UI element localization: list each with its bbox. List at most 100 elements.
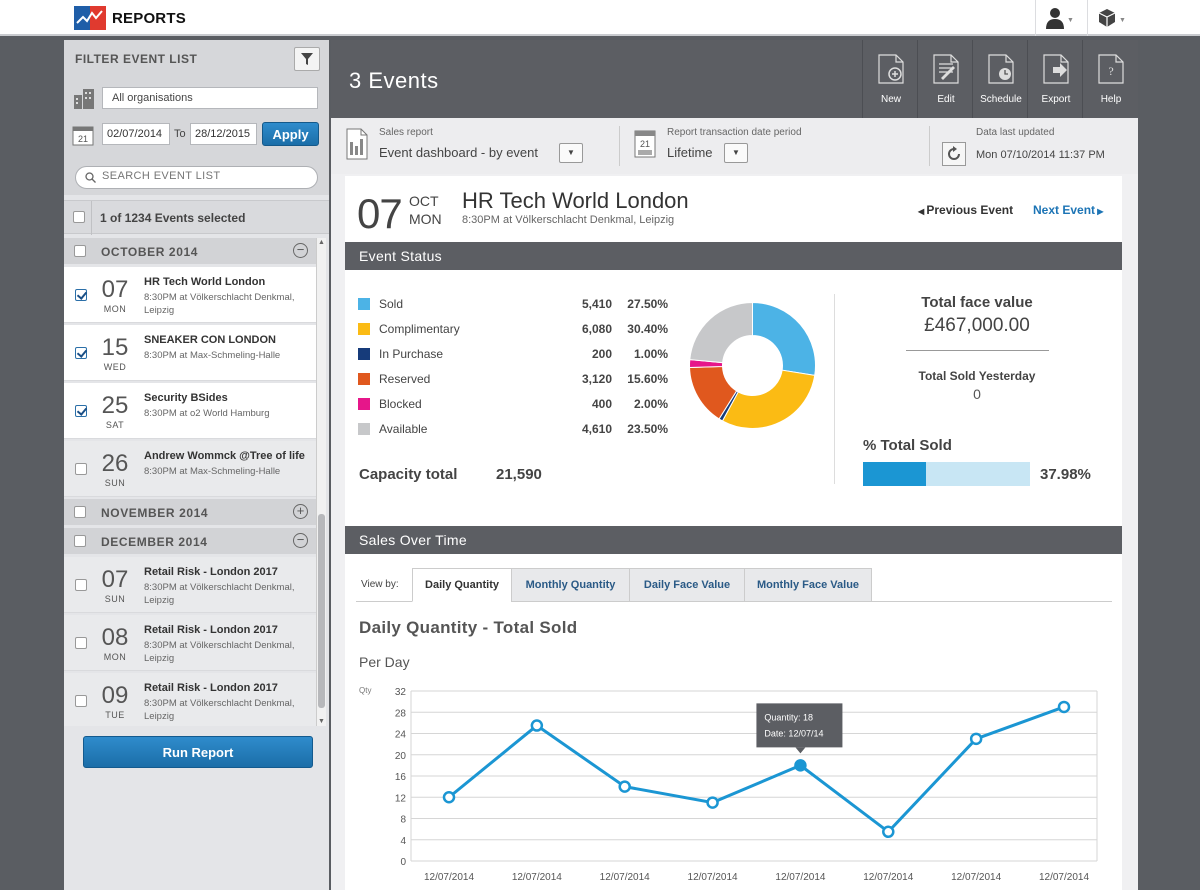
y-tick-label: 32 [395, 687, 407, 698]
event-item-weekday: SUN [104, 594, 126, 604]
month-group-row[interactable]: OCTOBER 2014 − [64, 238, 316, 264]
help-button[interactable]: ? Help [1082, 40, 1138, 118]
apply-button[interactable]: Apply [262, 122, 319, 146]
event-item-location: 8:30PM at Völkerschlacht Denkmal, Leipzi… [144, 292, 295, 316]
event-checkbox[interactable] [75, 289, 87, 301]
event-item-location: 8:30PM at Max-Schmeling-Halle [144, 466, 281, 477]
date-from-field[interactable]: 02/07/2014 [102, 123, 170, 145]
chart-subtitle: Per Day [359, 654, 410, 670]
period-dropdown[interactable]: ▼ [724, 143, 748, 163]
divider [929, 126, 930, 166]
legend-row-blocked: Blocked 400 2.00% [358, 395, 668, 413]
divider [906, 350, 1049, 351]
search-icon [85, 172, 96, 183]
collapse-icon[interactable]: − [293, 243, 308, 258]
event-status-title: Event Status [359, 248, 442, 264]
tab-daily-face-value[interactable]: Daily Face Value [629, 568, 745, 602]
data-point[interactable] [969, 732, 983, 746]
event-weekday: MON [409, 211, 442, 227]
legend-row-available: Available 4,610 23.50% [358, 420, 668, 438]
legend-swatch [358, 298, 370, 310]
x-tick-label: 12/07/2014 [863, 872, 913, 883]
legend-row-sold: Sold 5,410 27.50% [358, 295, 668, 313]
previous-event-link[interactable]: ◀ Previous Event [918, 203, 1013, 217]
scroll-down-icon[interactable]: ▼ [318, 718, 325, 725]
data-point[interactable] [882, 825, 895, 839]
event-item-day: 07 [101, 276, 129, 303]
run-report-button[interactable]: Run Report [83, 736, 313, 768]
event-list-item[interactable]: 09 TUE Retail Risk - London 2017 8:30PM at … [64, 673, 316, 726]
export-button[interactable]: Export [1027, 40, 1083, 118]
event-list-scrollbar[interactable]: ▲ ▼ [316, 238, 326, 726]
donut-slice-complimentary [721, 369, 816, 429]
event-list-item[interactable]: 25 SAT Security BSides 8:30PM at o2 World H… [64, 383, 316, 439]
status-donut-chart [689, 301, 816, 429]
legend-percent: 27.50% [627, 297, 668, 311]
month-checkbox[interactable] [74, 245, 86, 257]
event-item-day: 25 [101, 392, 129, 419]
event-item-location: 8:30PM at Völkerschlacht Denkmal, Leipzi… [144, 698, 295, 722]
expand-icon[interactable]: + [293, 504, 308, 519]
legend-percent: 1.00% [633, 347, 668, 361]
scrollbar-thumb[interactable] [318, 514, 325, 708]
legend-swatch [358, 348, 370, 360]
refresh-button[interactable] [942, 142, 966, 166]
event-list-item[interactable]: 07 SUN Retail Risk - London 2017 8:30PM at … [64, 557, 316, 613]
new-button[interactable]: New [862, 40, 918, 118]
organisation-select[interactable]: All organisations [102, 87, 318, 109]
month-group-row[interactable]: DECEMBER 2014 − [64, 528, 316, 554]
data-point[interactable] [794, 759, 807, 772]
event-item-name: HR Tech World London [144, 276, 266, 288]
search-input[interactable] [102, 170, 307, 182]
pct-sold-value: 37.98% [1040, 466, 1091, 483]
filter-button[interactable] [294, 47, 320, 71]
scroll-up-icon[interactable]: ▲ [318, 239, 325, 246]
event-checkbox[interactable] [75, 637, 87, 649]
tab-monthly-face-value[interactable]: Monthly Face Value [744, 568, 872, 602]
event-item-day: 09 [101, 682, 129, 709]
tab-daily-quantity[interactable]: Daily Quantity [412, 568, 512, 602]
data-point[interactable] [706, 796, 719, 809]
date-to-field[interactable]: 28/12/2015 [190, 123, 257, 145]
event-checkbox[interactable] [75, 347, 87, 359]
event-item-day: 15 [101, 334, 129, 361]
y-tick-label: 16 [395, 772, 407, 783]
svg-text:21: 21 [640, 139, 650, 149]
select-all-checkbox[interactable] [73, 211, 85, 223]
user-menu-button[interactable]: ▼ [1035, 0, 1083, 36]
event-checkbox[interactable] [75, 405, 87, 417]
legend-row-reserved: Reserved 3,120 15.60% [358, 370, 668, 388]
new-label: New [880, 94, 901, 105]
month-group-row[interactable]: NOVEMBER 2014 + [64, 499, 316, 525]
data-point[interactable] [530, 719, 544, 732]
month-checkbox[interactable] [74, 535, 86, 547]
edit-label: Edit [937, 94, 955, 105]
event-item-day: 08 [101, 624, 129, 651]
next-event-link[interactable]: Next Event ▶ [1033, 203, 1103, 217]
schedule-doc-icon [988, 54, 1014, 84]
month-checkbox[interactable] [74, 506, 86, 518]
updated-label: Data last updated [976, 127, 1055, 138]
collapse-icon[interactable]: − [293, 533, 308, 548]
tab-monthly-quantity[interactable]: Monthly Quantity [511, 568, 630, 602]
event-checkbox[interactable] [75, 695, 87, 707]
schedule-button[interactable]: Schedule [972, 40, 1028, 118]
donut-slice-available [689, 301, 753, 364]
event-item-name: Retail Risk - London 2017 [144, 624, 278, 636]
sales-report-dropdown[interactable]: ▼ [559, 143, 583, 163]
search-box[interactable] [75, 166, 318, 189]
data-point[interactable] [442, 791, 456, 804]
event-checkbox[interactable] [75, 463, 87, 475]
event-list-item[interactable]: 08 MON Retail Risk - London 2017 8:30PM at … [64, 615, 316, 671]
updated-value: Mon 07/10/2014 11:37 PM [976, 149, 1105, 161]
event-list-item[interactable]: 07 MON HR Tech World London 8:30PM at Völke… [64, 267, 316, 323]
apps-menu-button[interactable]: ▼ [1087, 0, 1135, 36]
legend-swatch [358, 323, 370, 335]
data-point[interactable] [618, 780, 631, 793]
event-checkbox[interactable] [75, 579, 87, 591]
event-list-item[interactable]: 26 SUN Andrew Wommck @Tree of life 8:30PM a… [64, 441, 316, 497]
help-doc-icon: ? [1098, 54, 1124, 84]
edit-button[interactable]: Edit [917, 40, 973, 118]
event-list-item[interactable]: 15 WED SNEAKER CON LONDON 8:30PM at Max-Sch… [64, 325, 316, 381]
data-point[interactable] [1057, 700, 1071, 714]
